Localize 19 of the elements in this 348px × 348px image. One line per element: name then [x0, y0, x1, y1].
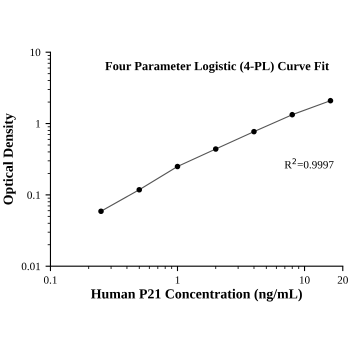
y-tick-label: 0.1 — [27, 191, 40, 199]
point — [328, 98, 334, 104]
y-tick-label: 0.01 — [22, 262, 40, 270]
point — [289, 112, 296, 118]
x-tick-label: 20 — [338, 276, 348, 284]
point — [251, 128, 257, 134]
point — [98, 208, 104, 214]
x-tick-label: 0.1 — [44, 276, 57, 284]
x-tick-label: 1 — [176, 276, 180, 284]
annotation: R$^{2}$=0.9997 — [284, 158, 334, 169]
point — [174, 164, 180, 170]
point — [136, 186, 142, 193]
y-tick-label: 1 — [36, 120, 40, 128]
x-tick-label: 10 — [300, 276, 310, 284]
y-axis-title: Optical Density — [3, 113, 16, 205]
y-tick-label: 10 — [30, 48, 40, 56]
point — [212, 146, 219, 152]
x-axis-title: Human P21 Concentration (ng/mL) — [90, 288, 302, 302]
text: Four Parameter Logistic (4-PL) Curve Fit — [105, 61, 330, 73]
